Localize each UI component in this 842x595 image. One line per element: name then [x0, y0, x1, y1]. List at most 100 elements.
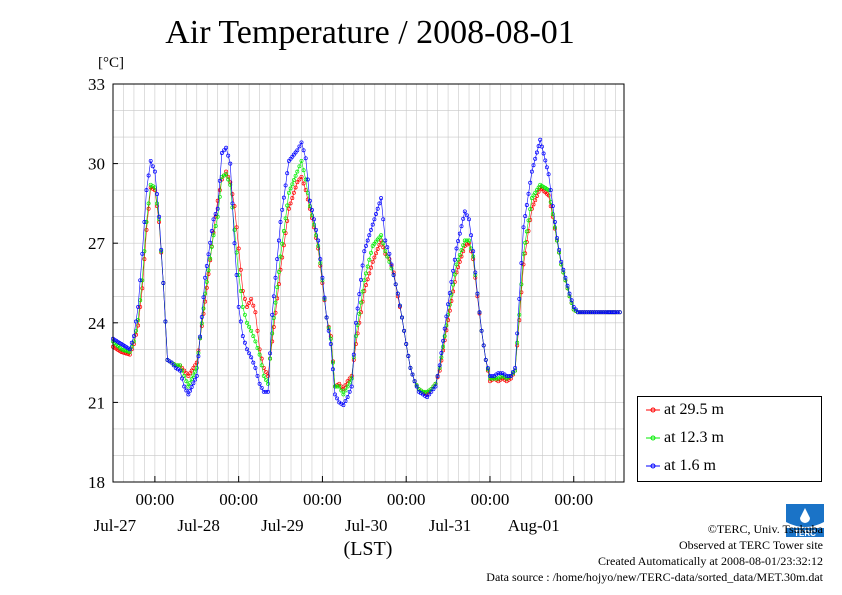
- series-point-1: [328, 336, 333, 341]
- series-point-1: [534, 188, 539, 193]
- legend-item-12-3m: at 12.3 m: [646, 429, 724, 447]
- series-point-1: [307, 204, 312, 209]
- series-point-2: [498, 371, 503, 376]
- series-point-2: [557, 247, 562, 252]
- series-point-2: [280, 207, 285, 212]
- series-point-1: [490, 376, 495, 381]
- x-tick-date: Jul-29: [261, 516, 304, 535]
- series-point-1: [208, 256, 213, 261]
- series-point-2: [567, 291, 572, 296]
- series-point-2: [217, 178, 222, 183]
- series-point-0: [291, 190, 296, 195]
- series-point-2: [529, 169, 534, 174]
- series-point-2: [586, 310, 591, 315]
- legend-item-29-5m: at 29.5 m: [646, 401, 724, 419]
- series-point-1: [247, 324, 252, 329]
- series-point-1: [462, 238, 467, 243]
- series-point-2: [266, 389, 270, 394]
- chart-grid: [113, 84, 624, 482]
- series-point-0: [242, 296, 247, 301]
- series-point-0: [375, 247, 380, 251]
- series-point-2: [446, 302, 451, 307]
- series-point-1: [175, 363, 180, 368]
- x-tick-time: 00:00: [136, 490, 175, 509]
- series-point-1: [184, 379, 189, 384]
- series-point-0: [387, 257, 392, 262]
- credit-source: Data source : /home/hojyo/new/TERC-data/…: [486, 570, 823, 584]
- series-point-2: [427, 392, 432, 397]
- series-point-1: [213, 224, 218, 228]
- series-point-2: [569, 298, 574, 303]
- series-point-1: [492, 376, 497, 381]
- series-point-0: [142, 257, 147, 262]
- series-point-2: [552, 220, 557, 224]
- series-point-1: [546, 188, 551, 193]
- series-point-2: [180, 376, 185, 381]
- series-point-2: [247, 351, 252, 356]
- series-point-0: [364, 283, 368, 288]
- series-point-1: [330, 360, 335, 365]
- series-point-2: [391, 273, 396, 277]
- series-point-1: [266, 381, 270, 386]
- series-point-1: [236, 273, 241, 277]
- series-point-0: [381, 245, 386, 250]
- series-point-1: [519, 282, 524, 287]
- series-point-2: [314, 227, 319, 232]
- series-point-2: [257, 381, 262, 386]
- series-point-2: [506, 373, 511, 378]
- legend-label-1-6m: at 1.6 m: [664, 457, 716, 474]
- series-point-1: [173, 363, 178, 368]
- series-point-1: [383, 249, 388, 254]
- series-point-2: [285, 171, 290, 176]
- series-point-1: [310, 213, 314, 218]
- series-point-1: [552, 225, 557, 230]
- series-point-1: [444, 323, 449, 328]
- series-point-0: [548, 204, 553, 209]
- series-point-2: [178, 368, 182, 373]
- series-point-2: [219, 151, 224, 155]
- series-point-1: [211, 233, 216, 238]
- series-point-2: [270, 312, 275, 317]
- series-point-2: [594, 310, 599, 315]
- series-point-2: [349, 384, 354, 389]
- series-point-2: [196, 354, 201, 359]
- series-point-0: [297, 177, 302, 182]
- series-point-2: [402, 328, 407, 333]
- series-point-0: [365, 277, 370, 282]
- series-point-1: [253, 339, 258, 344]
- series-point-2: [345, 395, 350, 400]
- series-point-2: [483, 357, 488, 362]
- series-point-2: [561, 267, 566, 272]
- series-point-2: [449, 279, 454, 284]
- series-point-2: [310, 208, 314, 212]
- series-point-2: [538, 137, 543, 142]
- series-point-2: [387, 251, 392, 256]
- series-point-2: [355, 306, 360, 311]
- series-point-2: [467, 217, 471, 222]
- series-point-2: [408, 365, 413, 370]
- series-point-1: [337, 384, 342, 389]
- series-point-1: [494, 376, 499, 381]
- series-point-2: [320, 275, 325, 280]
- series-point-2: [213, 212, 218, 216]
- series-point-2: [193, 377, 198, 382]
- series-point-0: [295, 180, 300, 185]
- series-point-1: [204, 279, 209, 284]
- series-point-2: [238, 319, 243, 324]
- series-point-0: [383, 251, 388, 256]
- series-point-2: [412, 379, 417, 384]
- series-point-2: [144, 188, 149, 193]
- series-point-2: [541, 151, 546, 156]
- y-tick-labels: 18 21 24 27 30 33: [88, 75, 118, 492]
- series-point-2: [275, 257, 280, 262]
- series-point-2: [439, 351, 444, 355]
- series-point-1: [567, 294, 572, 299]
- series-point-0: [531, 202, 536, 207]
- series-point-2: [134, 319, 138, 324]
- series-point-1: [550, 212, 555, 216]
- series-point-2: [303, 156, 308, 161]
- series-point-1: [423, 389, 427, 394]
- series-point-2: [367, 233, 372, 238]
- series-point-1: [359, 300, 363, 305]
- series-point-2: [136, 304, 141, 309]
